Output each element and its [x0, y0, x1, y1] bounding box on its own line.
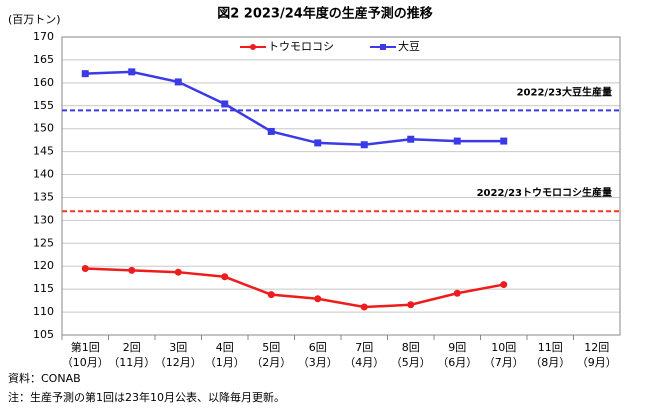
x-tick-label: 12回: [584, 341, 609, 354]
y-tick-label: 145: [33, 145, 54, 158]
x-tick-sublabel: （2月）: [251, 356, 291, 369]
x-tick-label: 11回: [538, 341, 563, 354]
data-point: [500, 137, 508, 145]
x-tick-sublabel: （7月）: [484, 356, 524, 369]
y-tick-label: 160: [33, 76, 54, 89]
data-point: [128, 266, 136, 274]
y-tick-label: 140: [33, 168, 54, 181]
legend-label: トウモロコシ: [268, 40, 334, 53]
y-axis-label: (百万トン): [8, 13, 61, 26]
y-tick-label: 130: [33, 213, 54, 226]
data-point: [267, 127, 275, 135]
data-point: [407, 301, 415, 309]
data-point: [360, 303, 368, 311]
legend-marker: [250, 44, 256, 50]
y-tick-label: 120: [33, 259, 54, 272]
data-point: [81, 265, 89, 273]
data-point: [360, 141, 368, 149]
x-tick-label: 2回: [123, 341, 141, 354]
series-line: [85, 70, 504, 146]
data-point: [407, 135, 415, 143]
x-tick-sublabel: （11月）: [108, 356, 155, 369]
plot-frame: [61, 36, 621, 336]
y-tick-label: 125: [33, 236, 54, 249]
x-tick-sublabel: （5月）: [391, 356, 431, 369]
x-tick-label: 4回: [216, 341, 234, 354]
y-tick-label: 150: [33, 122, 54, 135]
y-tick-label: 155: [33, 99, 54, 112]
x-tick-label: 10回: [491, 341, 516, 354]
data-point: [314, 139, 322, 147]
legend-label: 大豆: [398, 39, 420, 53]
data-point: [128, 68, 136, 76]
x-tick-sublabel: （3月）: [298, 356, 338, 369]
data-point: [267, 291, 275, 299]
x-tick-sublabel: （12月）: [155, 356, 202, 369]
y-tick-label: 110: [33, 305, 54, 318]
x-tick-sublabel: （8月）: [530, 356, 570, 369]
x-tick-sublabel: （10月）: [62, 356, 109, 369]
legend-marker: [380, 44, 386, 50]
source-note: 資料：CONAB: [8, 371, 81, 385]
data-point: [453, 137, 461, 145]
x-tick-label: 第1回: [71, 340, 100, 354]
data-point: [453, 289, 461, 297]
data-point: [174, 78, 182, 86]
x-tick-sublabel: （1月）: [205, 356, 245, 369]
data-point: [221, 273, 229, 281]
data-point: [314, 295, 322, 303]
y-tick-label: 105: [33, 328, 54, 341]
x-tick-sublabel: （9月）: [577, 356, 617, 369]
y-tick-label: 135: [33, 190, 54, 203]
x-tick-sublabel: （6月）: [437, 356, 477, 369]
x-tick-label: 7回: [355, 341, 373, 354]
x-tick-label: 9回: [448, 341, 466, 354]
data-point: [81, 70, 89, 78]
data-point: [221, 100, 229, 108]
x-tick-label: 5回: [262, 341, 280, 354]
x-tick-label: 8回: [402, 341, 420, 354]
y-tick-label: 170: [33, 30, 54, 43]
data-point: [174, 268, 182, 276]
x-tick-sublabel: （4月）: [344, 356, 384, 369]
y-tick-label: 115: [33, 282, 54, 295]
footnote: 注：生産予測の第1回は23年10月公表、以降毎月更新。: [8, 390, 285, 404]
reference-label: 2022/23大豆生産量: [517, 85, 612, 98]
chart-title: 図2 2023/24年度の生産予測の推移: [217, 6, 433, 22]
x-tick-label: 6回: [309, 341, 327, 354]
x-tick-label: 3回: [169, 341, 187, 354]
data-point: [500, 281, 508, 289]
series-line: [85, 267, 504, 309]
y-tick-label: 165: [33, 53, 54, 66]
reference-label: 2022/23トウモロコシ生産量: [477, 186, 612, 199]
